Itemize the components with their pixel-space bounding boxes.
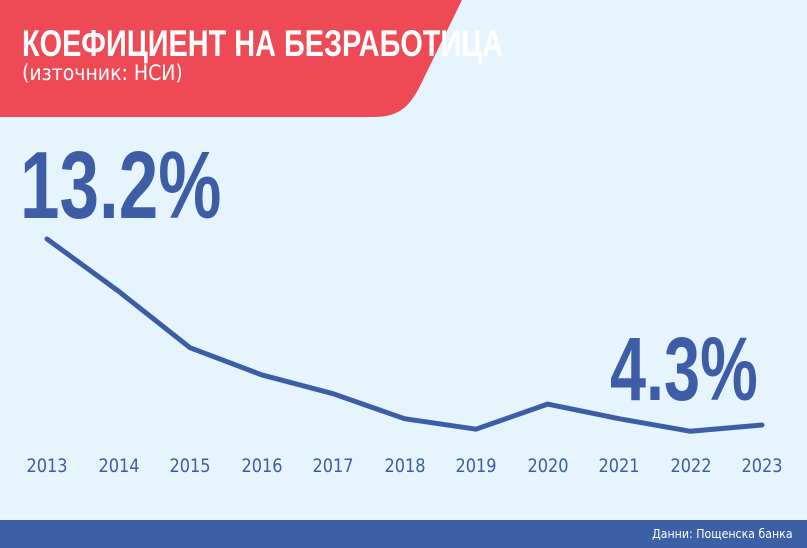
first-value-label: 13.2%: [20, 132, 222, 239]
x-tick-2019: 2019: [455, 455, 497, 477]
x-tick-2021: 2021: [598, 455, 640, 477]
title-banner: [0, 0, 462, 117]
x-tick-2018: 2018: [383, 455, 426, 477]
x-tick-2020: 2020: [526, 455, 569, 477]
chart-title: КОЕФИЦИЕНТ НА БЕЗРАБОТИЦА: [22, 23, 504, 64]
line-chart: [44, 236, 765, 434]
unemployment-line: [44, 236, 765, 434]
x-tick-2017: 2017: [312, 455, 354, 477]
x-tick-2022: 2022: [669, 455, 712, 477]
data-source-credit: Данни: Пощенска банка: [652, 526, 793, 541]
x-tick-2015: 2015: [169, 455, 211, 477]
x-tick-2014: 2014: [97, 455, 140, 477]
chart-source-subtitle: (източник: НСИ): [22, 61, 183, 85]
x-tick-2016: 2016: [240, 455, 283, 477]
x-tick-2013: 2013: [26, 455, 68, 477]
x-tick-2023: 2023: [741, 455, 783, 477]
footer-bar: Данни: Пощенска банка: [0, 520, 807, 548]
x-axis: 2013 2014 2015 2016 2017 2018 2019 2020 2021 2022…: [0, 455, 807, 485]
last-value-label: 4.3%: [610, 320, 758, 420]
